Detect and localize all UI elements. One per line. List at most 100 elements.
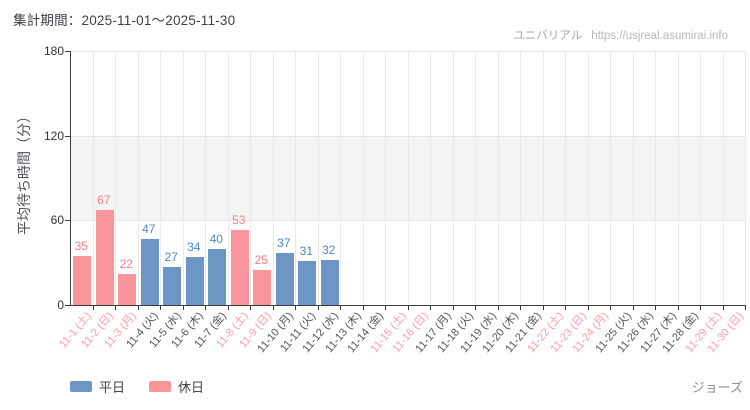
bar-11-1 xyxy=(73,255,92,305)
attraction-name: ジョーズ xyxy=(691,380,743,395)
v-gridline xyxy=(340,51,341,305)
v-gridline xyxy=(700,51,701,305)
legend-swatch-holiday xyxy=(149,381,172,392)
x-tick-mark xyxy=(587,306,589,310)
h-gridline-120 xyxy=(71,135,746,137)
v-gridline xyxy=(385,51,386,305)
x-tick-mark xyxy=(632,306,634,310)
v-gridline xyxy=(92,51,94,305)
x-tick-mark xyxy=(542,306,544,310)
bar-11-7 xyxy=(208,248,227,305)
y-tick-mark xyxy=(65,305,70,306)
period-title: 集計期間：2025-11-01～2025-11-30 xyxy=(13,13,236,28)
x-tick-mark xyxy=(317,306,319,310)
v-gridline xyxy=(722,51,724,305)
y-tick-label-180: 180 xyxy=(43,44,64,58)
v-gridline xyxy=(317,51,319,305)
x-tick-mark xyxy=(272,306,274,310)
v-gridline xyxy=(565,51,566,305)
v-gridline xyxy=(407,51,409,305)
v-gridline xyxy=(227,51,229,305)
x-tick-mark xyxy=(475,306,476,310)
bar-11-11 xyxy=(298,261,317,305)
bar-11-6 xyxy=(185,257,204,305)
bar-11-5 xyxy=(163,266,182,305)
legend-item-weekday[interactable]: 平日 xyxy=(70,377,125,396)
bar-value-label: 35 xyxy=(74,238,88,253)
y-tick-label-120: 120 xyxy=(43,128,64,143)
bar-11-9 xyxy=(253,269,272,305)
bar-value-label: 31 xyxy=(299,244,313,259)
h-gridline-60 xyxy=(71,220,746,222)
site-url-link[interactable]: https://usjreal.asumirai.info xyxy=(591,30,728,42)
legend-item-holiday[interactable]: 休日 xyxy=(149,377,204,396)
bar-value-label: 25 xyxy=(254,252,268,267)
v-gridline xyxy=(745,51,746,305)
v-gridline xyxy=(632,51,634,305)
x-tick-mark xyxy=(452,306,454,310)
v-gridline xyxy=(182,51,184,305)
v-gridline xyxy=(520,51,521,305)
y-tick-mark xyxy=(65,51,70,52)
x-tick-mark xyxy=(295,306,296,310)
v-gridline xyxy=(295,51,296,305)
y-tick-mark xyxy=(65,135,70,137)
bar-value-label: 40 xyxy=(209,231,223,246)
bar-11-12 xyxy=(320,259,339,305)
h-gridline-180 xyxy=(71,51,746,52)
x-tick-mark xyxy=(565,306,566,310)
legend-label-holiday: 休日 xyxy=(178,380,205,395)
x-tick-mark xyxy=(182,306,184,310)
x-tick-mark xyxy=(362,306,364,310)
v-gridline xyxy=(587,51,589,305)
legend-swatch-weekday xyxy=(70,381,92,392)
x-tick-mark xyxy=(520,306,521,310)
bar-11-4 xyxy=(140,238,159,305)
legend-label-weekday: 平日 xyxy=(99,380,126,395)
v-gridline xyxy=(475,51,476,305)
bar-value-label: 32 xyxy=(322,242,336,257)
x-tick-mark xyxy=(407,306,409,310)
x-tick-mark xyxy=(160,306,161,310)
v-gridline xyxy=(610,51,611,305)
x-tick-mark xyxy=(745,306,746,310)
bar-value-label: 34 xyxy=(187,240,201,255)
v-gridline xyxy=(115,51,116,305)
y-tick-label-0: 0 xyxy=(57,298,64,312)
v-gridline xyxy=(677,51,679,305)
v-gridline xyxy=(137,51,139,305)
v-gridline xyxy=(542,51,544,305)
plot-area xyxy=(70,51,746,306)
v-gridline xyxy=(430,51,431,305)
v-gridline xyxy=(362,51,364,305)
x-tick-mark xyxy=(497,306,499,310)
bar-value-label: 67 xyxy=(97,193,111,208)
y-tick-mark xyxy=(65,220,70,222)
x-tick-mark xyxy=(700,306,701,310)
bar-value-label: 47 xyxy=(142,221,156,236)
x-tick-mark xyxy=(250,306,251,310)
x-tick-mark xyxy=(227,306,229,310)
x-tick-mark xyxy=(655,306,656,310)
bar-11-2 xyxy=(95,210,114,305)
x-tick-mark xyxy=(340,306,341,310)
legend: 平日 休日 xyxy=(70,377,204,396)
bar-value-label: 53 xyxy=(232,213,246,228)
x-tick-mark xyxy=(722,306,724,310)
x-tick-mark xyxy=(430,306,431,310)
x-tick-mark xyxy=(610,306,611,310)
y-tick-label-60: 60 xyxy=(50,213,64,228)
v-gridline xyxy=(497,51,499,305)
x-tick-mark xyxy=(205,306,206,310)
band-60-120 xyxy=(71,135,746,221)
bar-value-label: 22 xyxy=(119,256,133,271)
v-gridline xyxy=(205,51,206,305)
x-tick-mark xyxy=(92,306,94,310)
bar-11-10 xyxy=(275,252,294,305)
v-gridline xyxy=(272,51,274,305)
site-name: ユニバリアル xyxy=(513,30,583,42)
v-gridline xyxy=(655,51,656,305)
bar-11-8 xyxy=(230,230,249,305)
bar-11-3 xyxy=(118,273,137,305)
